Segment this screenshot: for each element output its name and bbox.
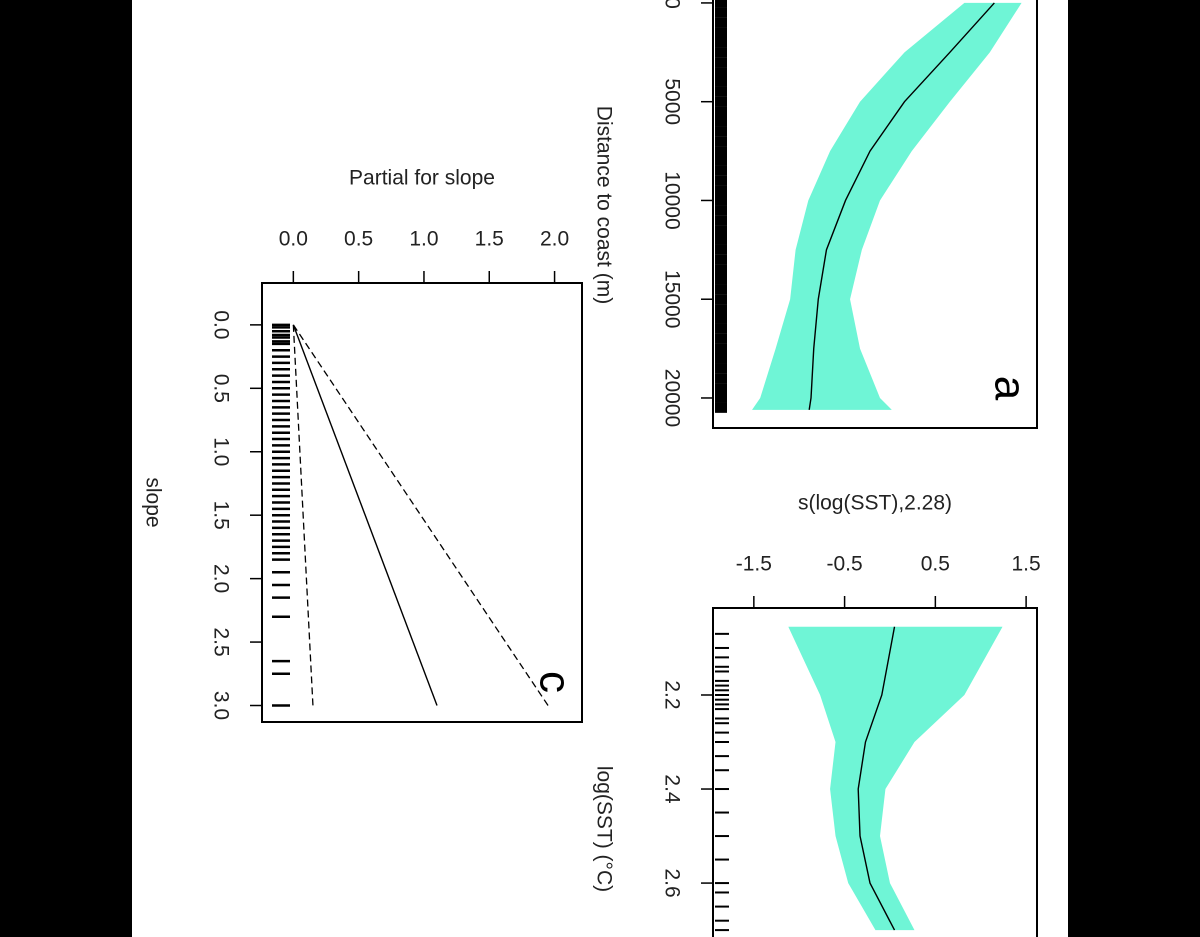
plot-frame [712,607,1038,937]
panel: 2.2 2.4 2.6 -1.5 -0.5 0.5 1.5 log(SST) (°C) s(lo… [592,492,1041,937]
fit-line [857,626,896,931]
y-tick-label: -0.5 [827,553,863,576]
x-tick-label: 0.5 [209,374,232,403]
fit-line [808,2,995,410]
confidence-band [788,626,1003,931]
plot-frame [261,282,583,723]
panel-letter: a [985,376,1034,401]
x-tick-label: 2.4 [660,774,683,804]
x-tick-label: 2.5 [209,627,232,656]
y-tick-label: 0.5 [344,228,373,251]
y-tick-label: 0.0 [279,228,308,251]
y-tick-label: -1.5 [736,553,772,576]
canvas [132,0,1068,937]
y-axis-label: Partial for slope [349,167,495,190]
fit-line [292,324,438,706]
x-tick-label: 5000 [660,78,683,125]
side-bar [1068,0,1200,937]
x-tick-label: 10000 [660,171,683,229]
x-tick-label: 0.0 [209,310,232,339]
confidence-line [292,324,314,706]
x-axis-label: Distance to coast (m) [592,106,615,304]
x-axis-label: log(SST) (°C) [592,766,615,892]
side-bar [0,0,132,937]
x-tick-label: 20000 [660,369,683,427]
y-tick-label: 1.5 [475,228,504,251]
y-tick-label: 0.5 [921,553,950,576]
y-axis-label: s(log(SST),2.28) [798,492,952,515]
x-tick-label: 2.0 [209,564,232,593]
y-tick-label: 2.0 [540,228,569,251]
confidence-band [752,2,1022,410]
x-axis-label: slope [141,477,164,527]
x-tick-label: 2.2 [660,680,683,709]
y-tick-label: 1.0 [409,228,438,251]
panel-letter: c [530,671,579,693]
x-tick-label: 15000 [660,270,683,328]
plot-frame [712,0,1038,429]
x-tick-label: 1.5 [209,501,232,530]
panel: 0 5000 10000 15000 20000 Distance to coast (m… [592,0,1038,429]
panel: 0.0 0.5 1.0 1.5 2.0 2.5 3.0 0.0 0.5 1.0 1.5 2.0 slop… [141,167,583,723]
x-tick-label: 0 [660,0,683,9]
x-tick-label: 2.6 [660,868,683,897]
x-tick-label: 1.0 [209,437,232,466]
x-tick-label: 3.0 [209,691,232,720]
y-tick-label: 1.5 [1012,553,1041,576]
